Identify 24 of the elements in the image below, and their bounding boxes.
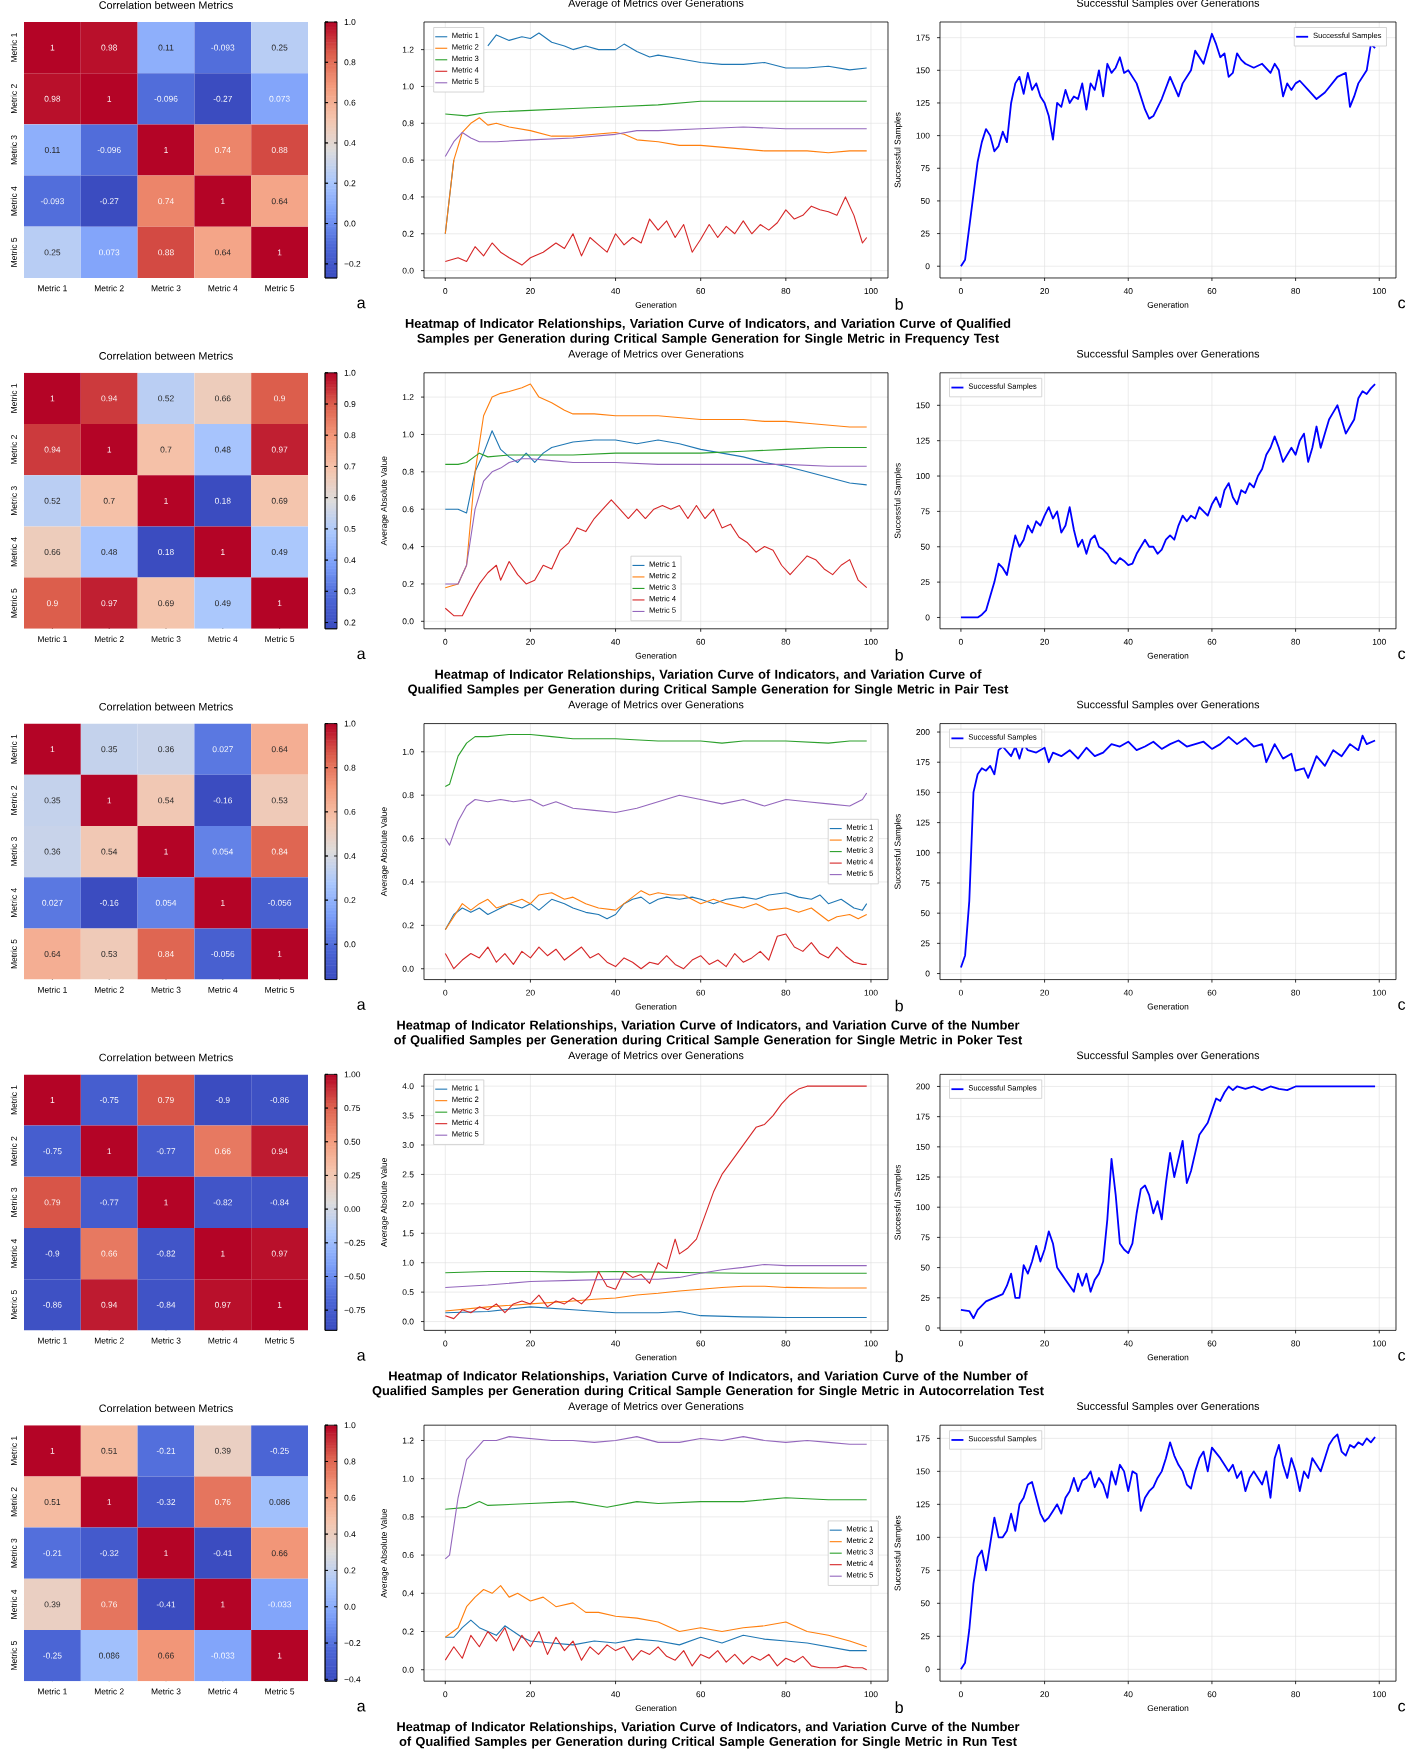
text: a	[357, 1001, 366, 1010]
text: b	[895, 298, 903, 310]
line-series	[444, 1585, 868, 1648]
text: a	[357, 650, 366, 660]
text: a	[357, 299, 366, 309]
line-series	[444, 499, 868, 617]
text: c	[1398, 299, 1406, 309]
line-series	[444, 196, 868, 266]
text: c	[1398, 650, 1406, 660]
text: c	[1398, 1702, 1406, 1712]
text: b	[895, 1701, 903, 1714]
line-series	[960, 1433, 1376, 1671]
text: c	[1398, 1001, 1406, 1010]
text: b	[895, 999, 903, 1012]
text: b	[895, 648, 903, 661]
line-series	[444, 1285, 868, 1312]
line-series	[444, 933, 868, 970]
line-series	[960, 383, 1376, 619]
line-series	[444, 733, 868, 788]
text: a	[357, 1352, 366, 1361]
text: a	[357, 1702, 366, 1712]
text: b	[895, 1350, 903, 1363]
text: c	[1398, 1352, 1406, 1361]
line-series	[444, 792, 868, 846]
